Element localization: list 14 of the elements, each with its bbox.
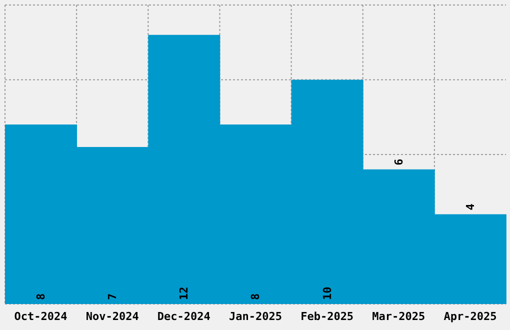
data-label: 7 [106, 293, 120, 300]
data-label: 8 [249, 293, 262, 300]
x-tick-label: Apr-2025 [444, 310, 497, 323]
data-label: 6 [392, 158, 406, 166]
x-tick-label: Oct-2024 [14, 310, 68, 323]
x-tick-label: Dec-2024 [157, 310, 211, 323]
x-tick-label: Nov-2024 [86, 310, 140, 323]
x-tick-label: Mar-2025 [372, 310, 426, 323]
data-label: 4 [464, 203, 477, 210]
x-tick-label: Jan-2025 [229, 310, 282, 323]
data-label: 8 [34, 293, 48, 300]
x-tick-label: Feb-2025 [300, 310, 354, 323]
data-label: 10 [320, 286, 334, 300]
data-label: 12 [178, 286, 191, 300]
